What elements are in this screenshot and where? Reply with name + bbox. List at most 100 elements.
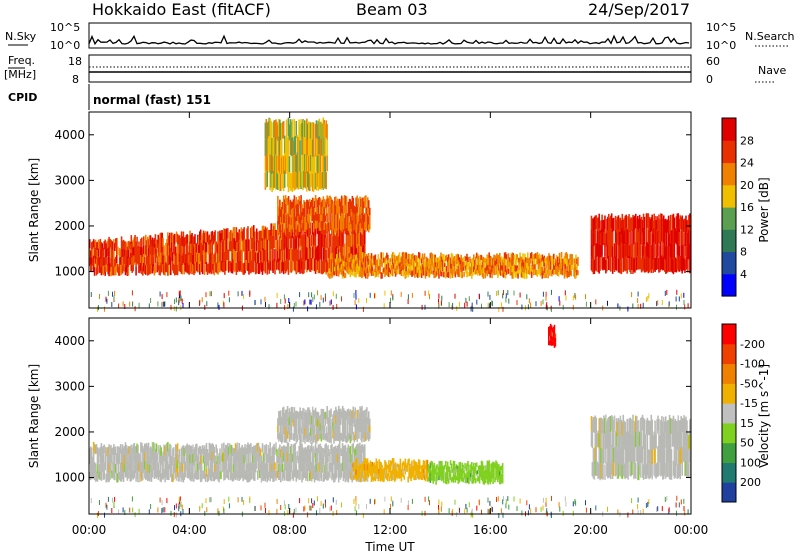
velocity-cell [366, 458, 369, 465]
power-cell [620, 247, 623, 261]
power-cell [260, 299, 262, 305]
velocity-cell [430, 460, 433, 466]
power-cell [414, 260, 416, 267]
velocity-cell [292, 433, 295, 441]
power-cell [264, 296, 266, 302]
velocity-cell [298, 432, 300, 440]
velocity-cell [457, 466, 460, 471]
velocity-cell [309, 449, 311, 457]
power-cell [509, 258, 512, 263]
power-cell [601, 242, 603, 256]
velocity-cell [307, 415, 309, 425]
power-cell [516, 265, 518, 271]
power-cell [148, 245, 151, 255]
power-cell [100, 267, 103, 276]
velocity-cell [93, 471, 96, 480]
power-cell [518, 257, 520, 262]
power-cell [439, 264, 441, 270]
velocity-cell [299, 407, 301, 417]
power-cell [305, 137, 307, 155]
velocity-cell [312, 454, 315, 463]
velocity-cell [252, 454, 254, 463]
power-cell [90, 264, 93, 273]
velocity-cell [322, 432, 325, 440]
velocity-cell [473, 471, 476, 476]
power-cell [569, 259, 571, 265]
velocity-cell [308, 416, 310, 425]
power-cell [274, 171, 276, 189]
power-cell [113, 239, 115, 249]
power-cell [357, 263, 359, 269]
velocity-cell [256, 470, 259, 480]
power-cell [489, 261, 491, 267]
velocity-cell [418, 464, 420, 470]
power-cell [309, 122, 312, 139]
power-cell [313, 154, 316, 173]
velocity-cell [225, 453, 227, 462]
velocity-cell [216, 448, 218, 457]
velocity-cell [172, 455, 175, 464]
power-cell [173, 265, 176, 276]
velocity-cell [299, 460, 301, 471]
velocity-cell [125, 461, 128, 470]
power-cell [197, 263, 199, 273]
power-cell [273, 137, 275, 155]
power-cell [205, 232, 208, 243]
power-cell [272, 235, 274, 249]
velocity-cell [181, 463, 184, 472]
velocity-cell [295, 418, 298, 428]
velocity-cell [124, 442, 127, 452]
velocity-cell [479, 469, 482, 474]
power-cell [490, 256, 492, 261]
power-cell [639, 231, 642, 244]
power-cell [303, 222, 305, 231]
power-cell [535, 253, 538, 259]
velocity-cell [327, 445, 329, 454]
velocity-cell [437, 471, 439, 476]
power-cell [592, 232, 595, 247]
power-cell [299, 262, 301, 274]
velocity-cell [334, 417, 336, 426]
velocity-cell [294, 443, 297, 452]
power-cell [336, 265, 338, 271]
velocity-cell [281, 446, 284, 456]
velocity-cell [333, 473, 335, 483]
power-cell [646, 256, 649, 271]
power-cell [340, 264, 343, 270]
power-cell [293, 246, 296, 259]
velocity-cell [182, 454, 185, 464]
velocity-cell [213, 464, 216, 473]
velocity-cell [279, 453, 281, 463]
velocity-cell [296, 451, 298, 461]
power-cell [326, 260, 328, 273]
velocity-cell [298, 425, 300, 433]
velocity-cell [197, 463, 199, 472]
velocity-cell [370, 472, 373, 478]
velocity-cell [302, 425, 304, 434]
power-cell [401, 252, 404, 259]
velocity-cell [296, 469, 298, 479]
velocity-cell [370, 462, 373, 468]
velocity-cell [282, 406, 285, 416]
power-cell [534, 264, 537, 270]
velocity-cell [167, 461, 169, 471]
power-cell [543, 272, 545, 279]
power-cell [290, 223, 293, 236]
velocity-cell [183, 447, 186, 456]
power-cell [156, 256, 159, 265]
power-cell [352, 205, 355, 214]
power-cell [624, 229, 626, 244]
power-cell [210, 253, 213, 264]
power-cell [220, 261, 222, 271]
velocity-cell [293, 415, 296, 424]
velocity-cell [444, 465, 446, 470]
power-cell [655, 220, 657, 233]
velocity-cell [365, 475, 368, 481]
velocity-cell [186, 460, 188, 470]
velocity-cell [332, 456, 334, 464]
power-cell [231, 232, 234, 243]
velocity-cell [345, 435, 348, 444]
velocity-cell [305, 472, 307, 481]
power-cell [433, 272, 435, 279]
power-cell [669, 229, 672, 244]
